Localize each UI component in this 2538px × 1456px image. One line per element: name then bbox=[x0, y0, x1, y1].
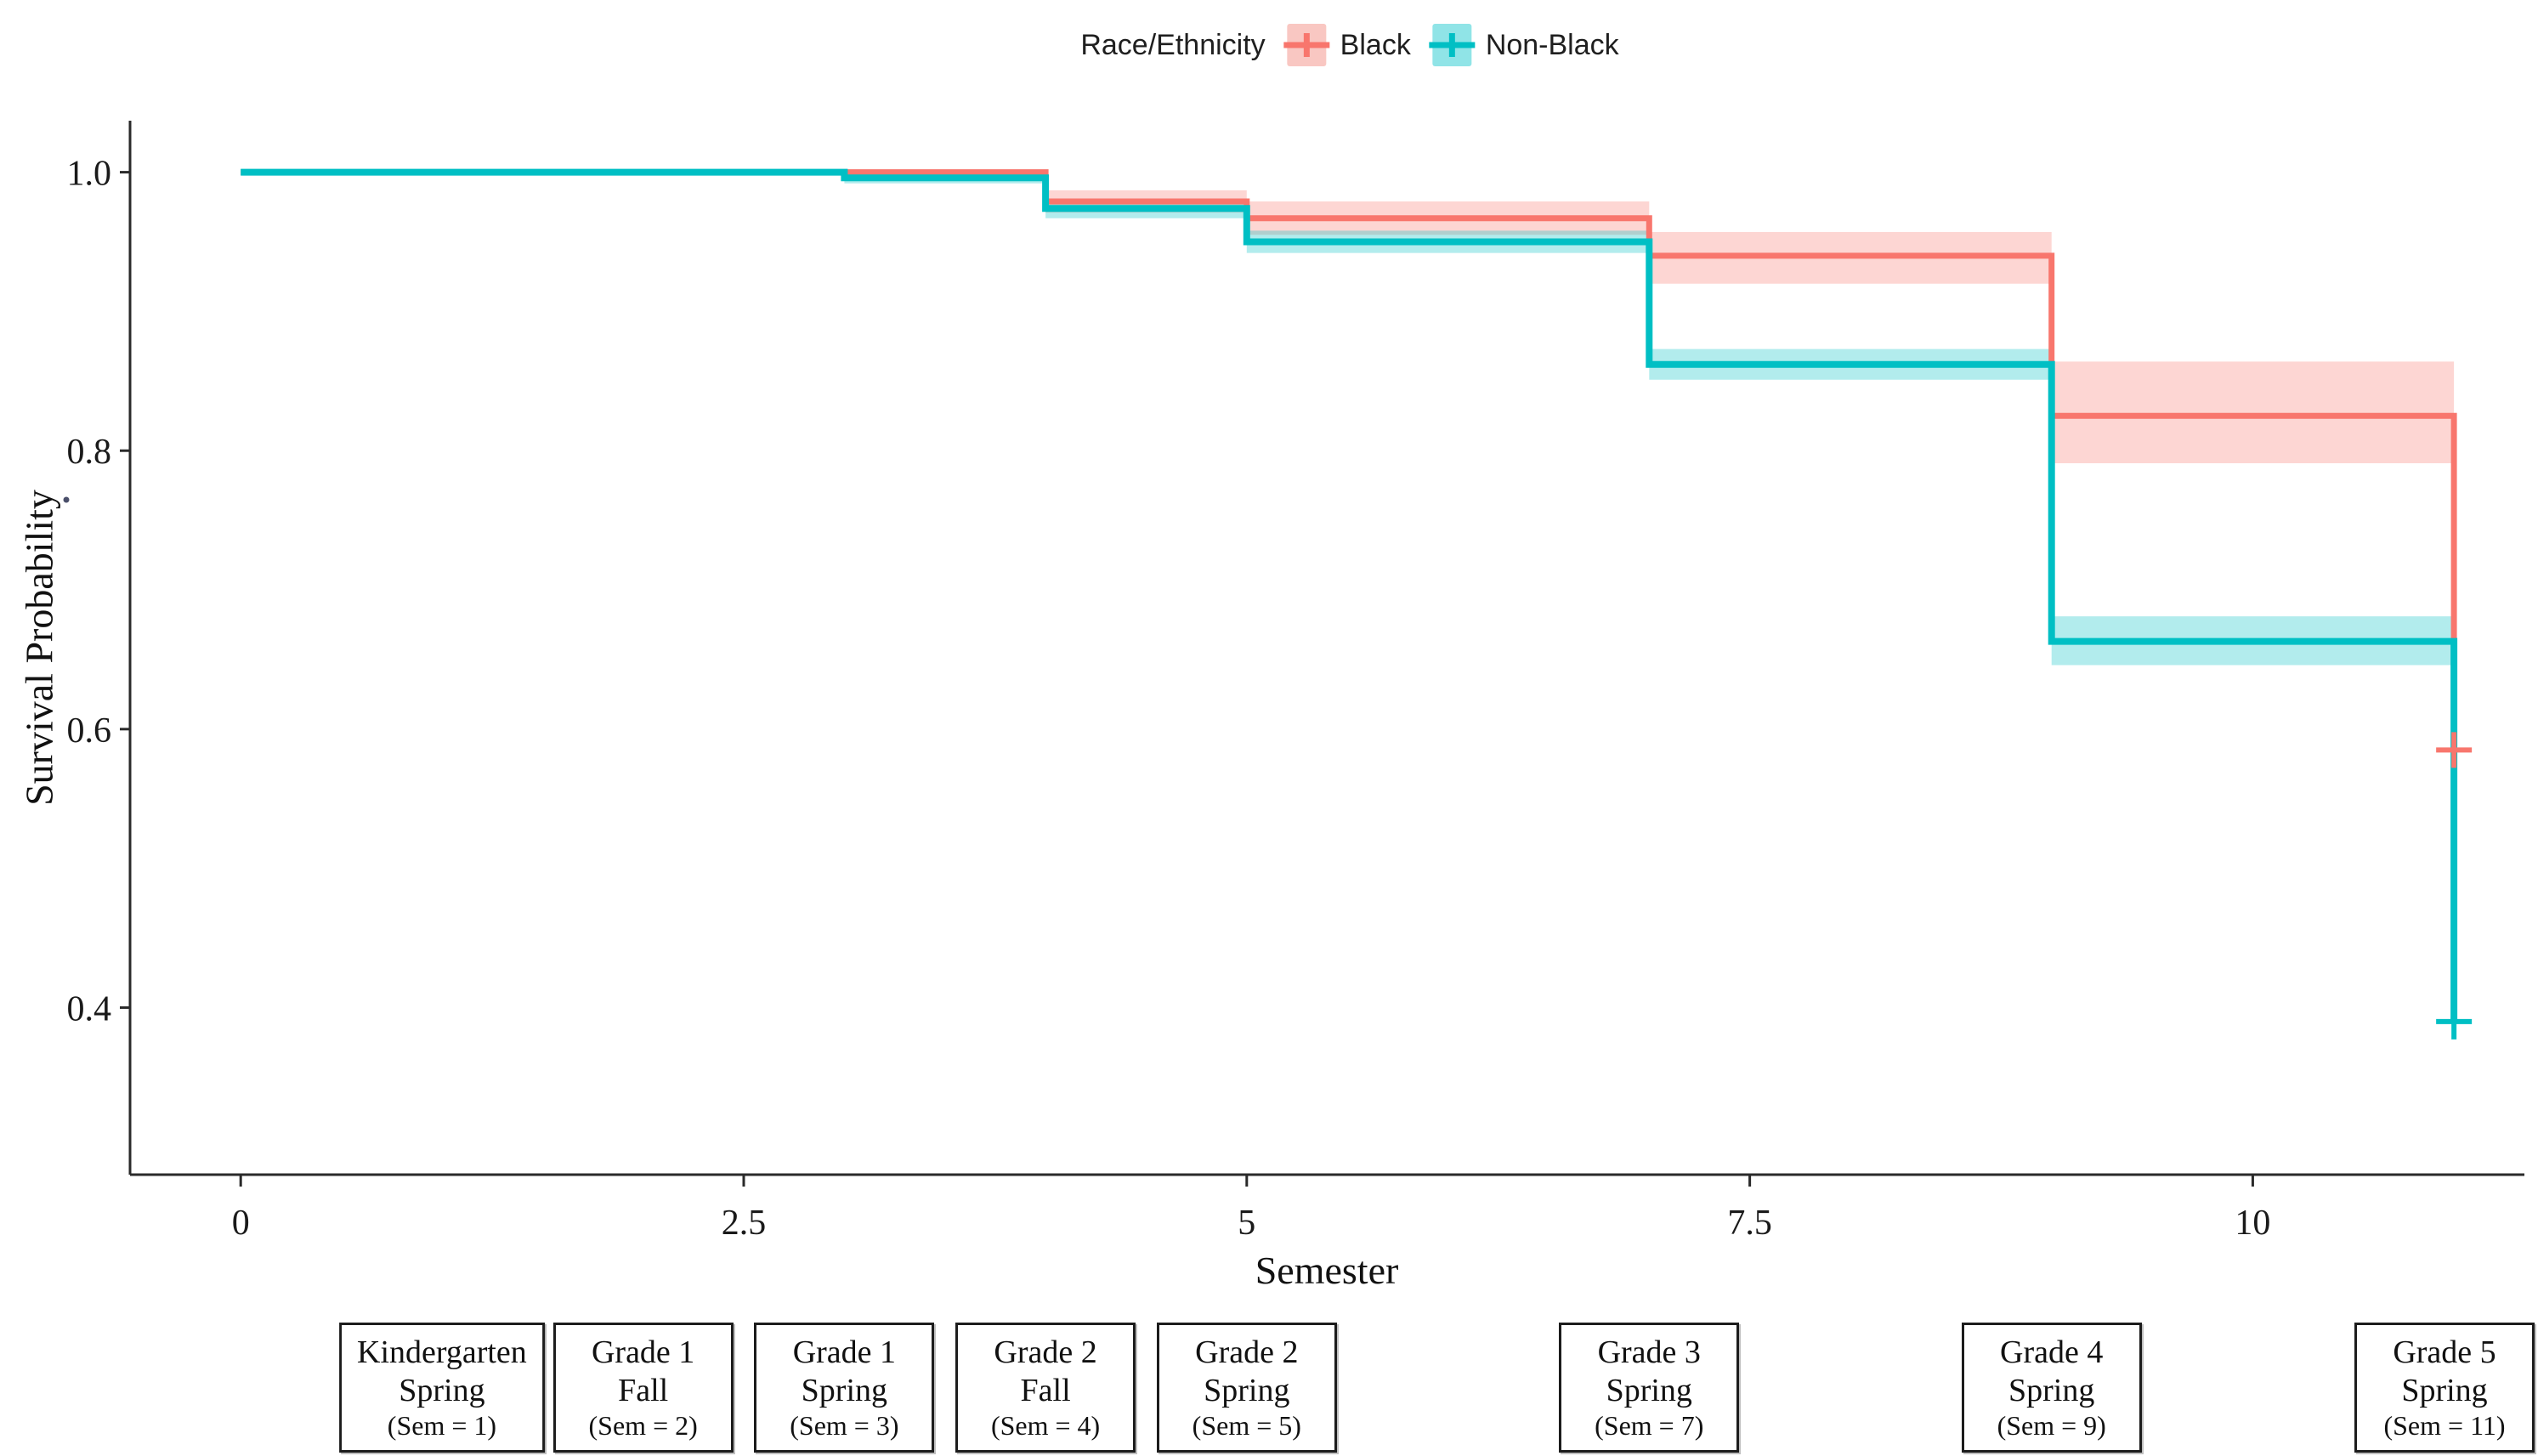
y-tick-label: 0.4 bbox=[67, 989, 112, 1028]
legend-item-non-black: Non-Black bbox=[1429, 24, 1619, 66]
x-tick-label: 5 bbox=[1238, 1204, 1255, 1243]
censor-mark-non-black bbox=[2436, 1003, 2473, 1040]
survival-curve-non-black bbox=[241, 168, 2458, 1022]
black-plus-marker-icon bbox=[1304, 33, 1311, 57]
legend-key-non-black bbox=[1429, 24, 1476, 66]
legend-title: Race/Ethnicity bbox=[1080, 28, 1266, 61]
legend: Race/Ethnicity Black Non-Black bbox=[1080, 24, 1619, 66]
legend-label-non-black: Non-Black bbox=[1485, 28, 1619, 61]
x-tick-label: 10 bbox=[2235, 1204, 2270, 1243]
x-tick-label: 7.5 bbox=[1727, 1204, 1772, 1243]
censor-mark-black bbox=[2436, 732, 2473, 768]
y-tick-label: 0.6 bbox=[67, 711, 112, 751]
x-tick-label: 0 bbox=[232, 1204, 250, 1243]
confidence-band-black bbox=[241, 172, 2455, 463]
legend-item-black: Black bbox=[1283, 24, 1411, 66]
legend-key-black bbox=[1283, 24, 1330, 66]
y-tick-label: 1.0 bbox=[67, 155, 112, 194]
stray-dot bbox=[63, 496, 70, 503]
y-axis-title: Survival Probability bbox=[17, 490, 61, 806]
x-tick-label: 2.5 bbox=[722, 1204, 767, 1243]
non-black-plus-marker-icon bbox=[1449, 33, 1456, 57]
legend-label-black: Black bbox=[1340, 28, 1411, 61]
x-axis-title: Semester bbox=[1255, 1249, 1399, 1292]
y-tick-label: 0.8 bbox=[67, 433, 112, 472]
